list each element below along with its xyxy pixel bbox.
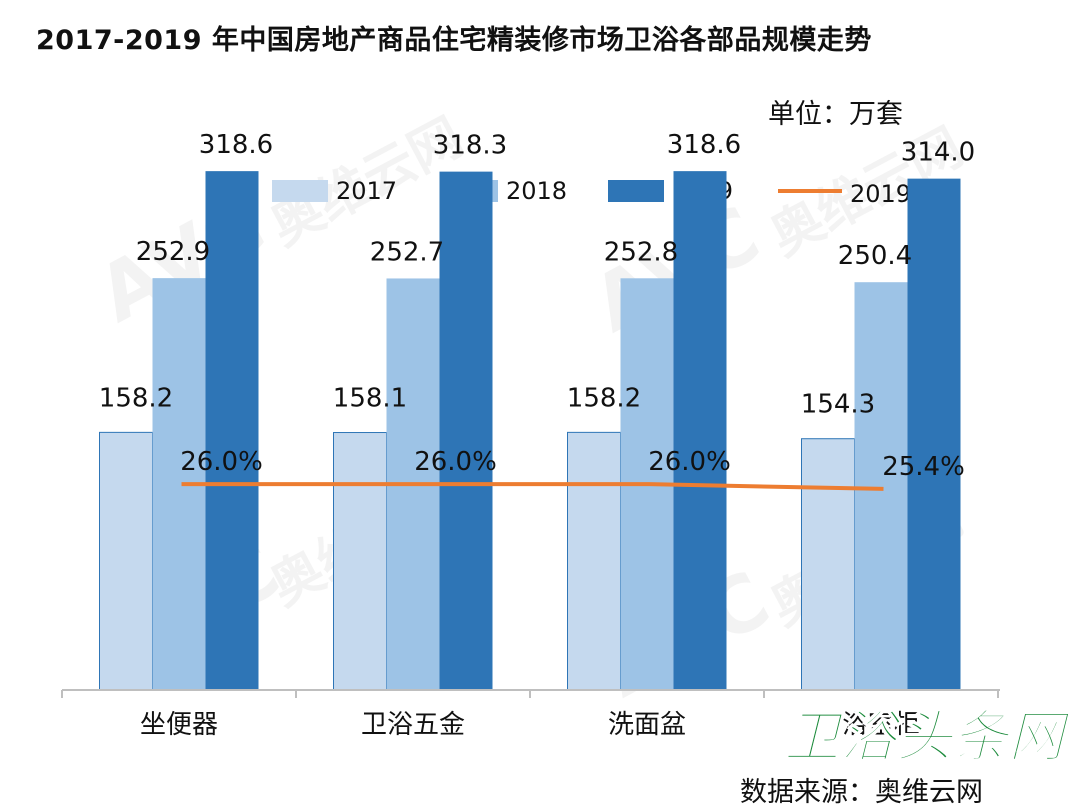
x-axis-ticks: [61, 690, 999, 698]
legend-item-2017: 2017: [272, 176, 397, 206]
bar-2017-3: [801, 438, 855, 691]
bar-2017-2: [567, 431, 621, 691]
category-label-2: 洗面盆: [608, 710, 686, 740]
bar-2019-3: [907, 178, 961, 690]
bar-value-label-2019-1: 318.3: [433, 131, 507, 161]
yoy-value-label-0: 26.0%: [180, 447, 263, 477]
unit-label: 单位：万套: [768, 99, 903, 130]
bar-2018-3: [854, 282, 908, 690]
bar-2017-1: [333, 432, 387, 691]
bar-value-label-2018-1: 252.7: [370, 237, 444, 267]
category-label-0: 坐便器: [140, 710, 218, 740]
yoy-value-label-1: 26.0%: [414, 447, 497, 477]
bar-value-label-2019-3: 314.0: [901, 138, 975, 168]
yoy-value-label-2: 26.0%: [648, 447, 731, 477]
legend-swatch-2017: [272, 180, 328, 202]
chart-title: 2017-2019 年中国房地产商品住宅精装修市场卫浴各部品规模走势: [36, 25, 872, 56]
bar-value-label-2017-1: 158.1: [333, 384, 407, 414]
legend-swatch-2019: [608, 180, 664, 202]
data-labels-layer: 158.2 252.9 318.6 158.1 252.7 318.3 158.2 252.8…: [99, 130, 975, 482]
bar-value-label-2017-0: 158.2: [99, 383, 173, 413]
category-labels-layer: 坐便器 卫浴五金 洗面盆 浴室柜: [140, 710, 920, 740]
bar-value-label-2018-2: 252.8: [604, 237, 678, 267]
source-label: 数据来源：奥维云网: [740, 777, 983, 808]
legend-line-2019-yoy: [778, 189, 842, 193]
bar-value-label-2019-0: 318.6: [199, 130, 273, 160]
bar-value-label-2018-0: 252.9: [136, 237, 210, 267]
yoy-line: [181, 482, 884, 491]
yoy-value-label-3: 25.4%: [882, 452, 965, 482]
bar-value-label-2018-3: 250.4: [838, 241, 912, 271]
bar-2019-2: [673, 171, 727, 690]
bars-layer: [99, 171, 961, 691]
legend-label-2017: 2017: [336, 177, 398, 205]
bar-value-label-2019-2: 318.6: [667, 130, 741, 160]
category-label-3: 浴室柜: [842, 710, 920, 740]
bar-2019-0: [205, 171, 259, 690]
legend-label-2018: 2018: [506, 177, 568, 205]
bar-value-label-2017-3: 154.3: [801, 390, 875, 420]
yoy-line-layer: [181, 482, 884, 491]
bar-2019-1: [439, 171, 493, 690]
bar-value-label-2017-2: 158.2: [567, 383, 641, 413]
category-label-1: 卫浴五金: [361, 710, 465, 740]
bar-2017-0: [99, 431, 153, 691]
